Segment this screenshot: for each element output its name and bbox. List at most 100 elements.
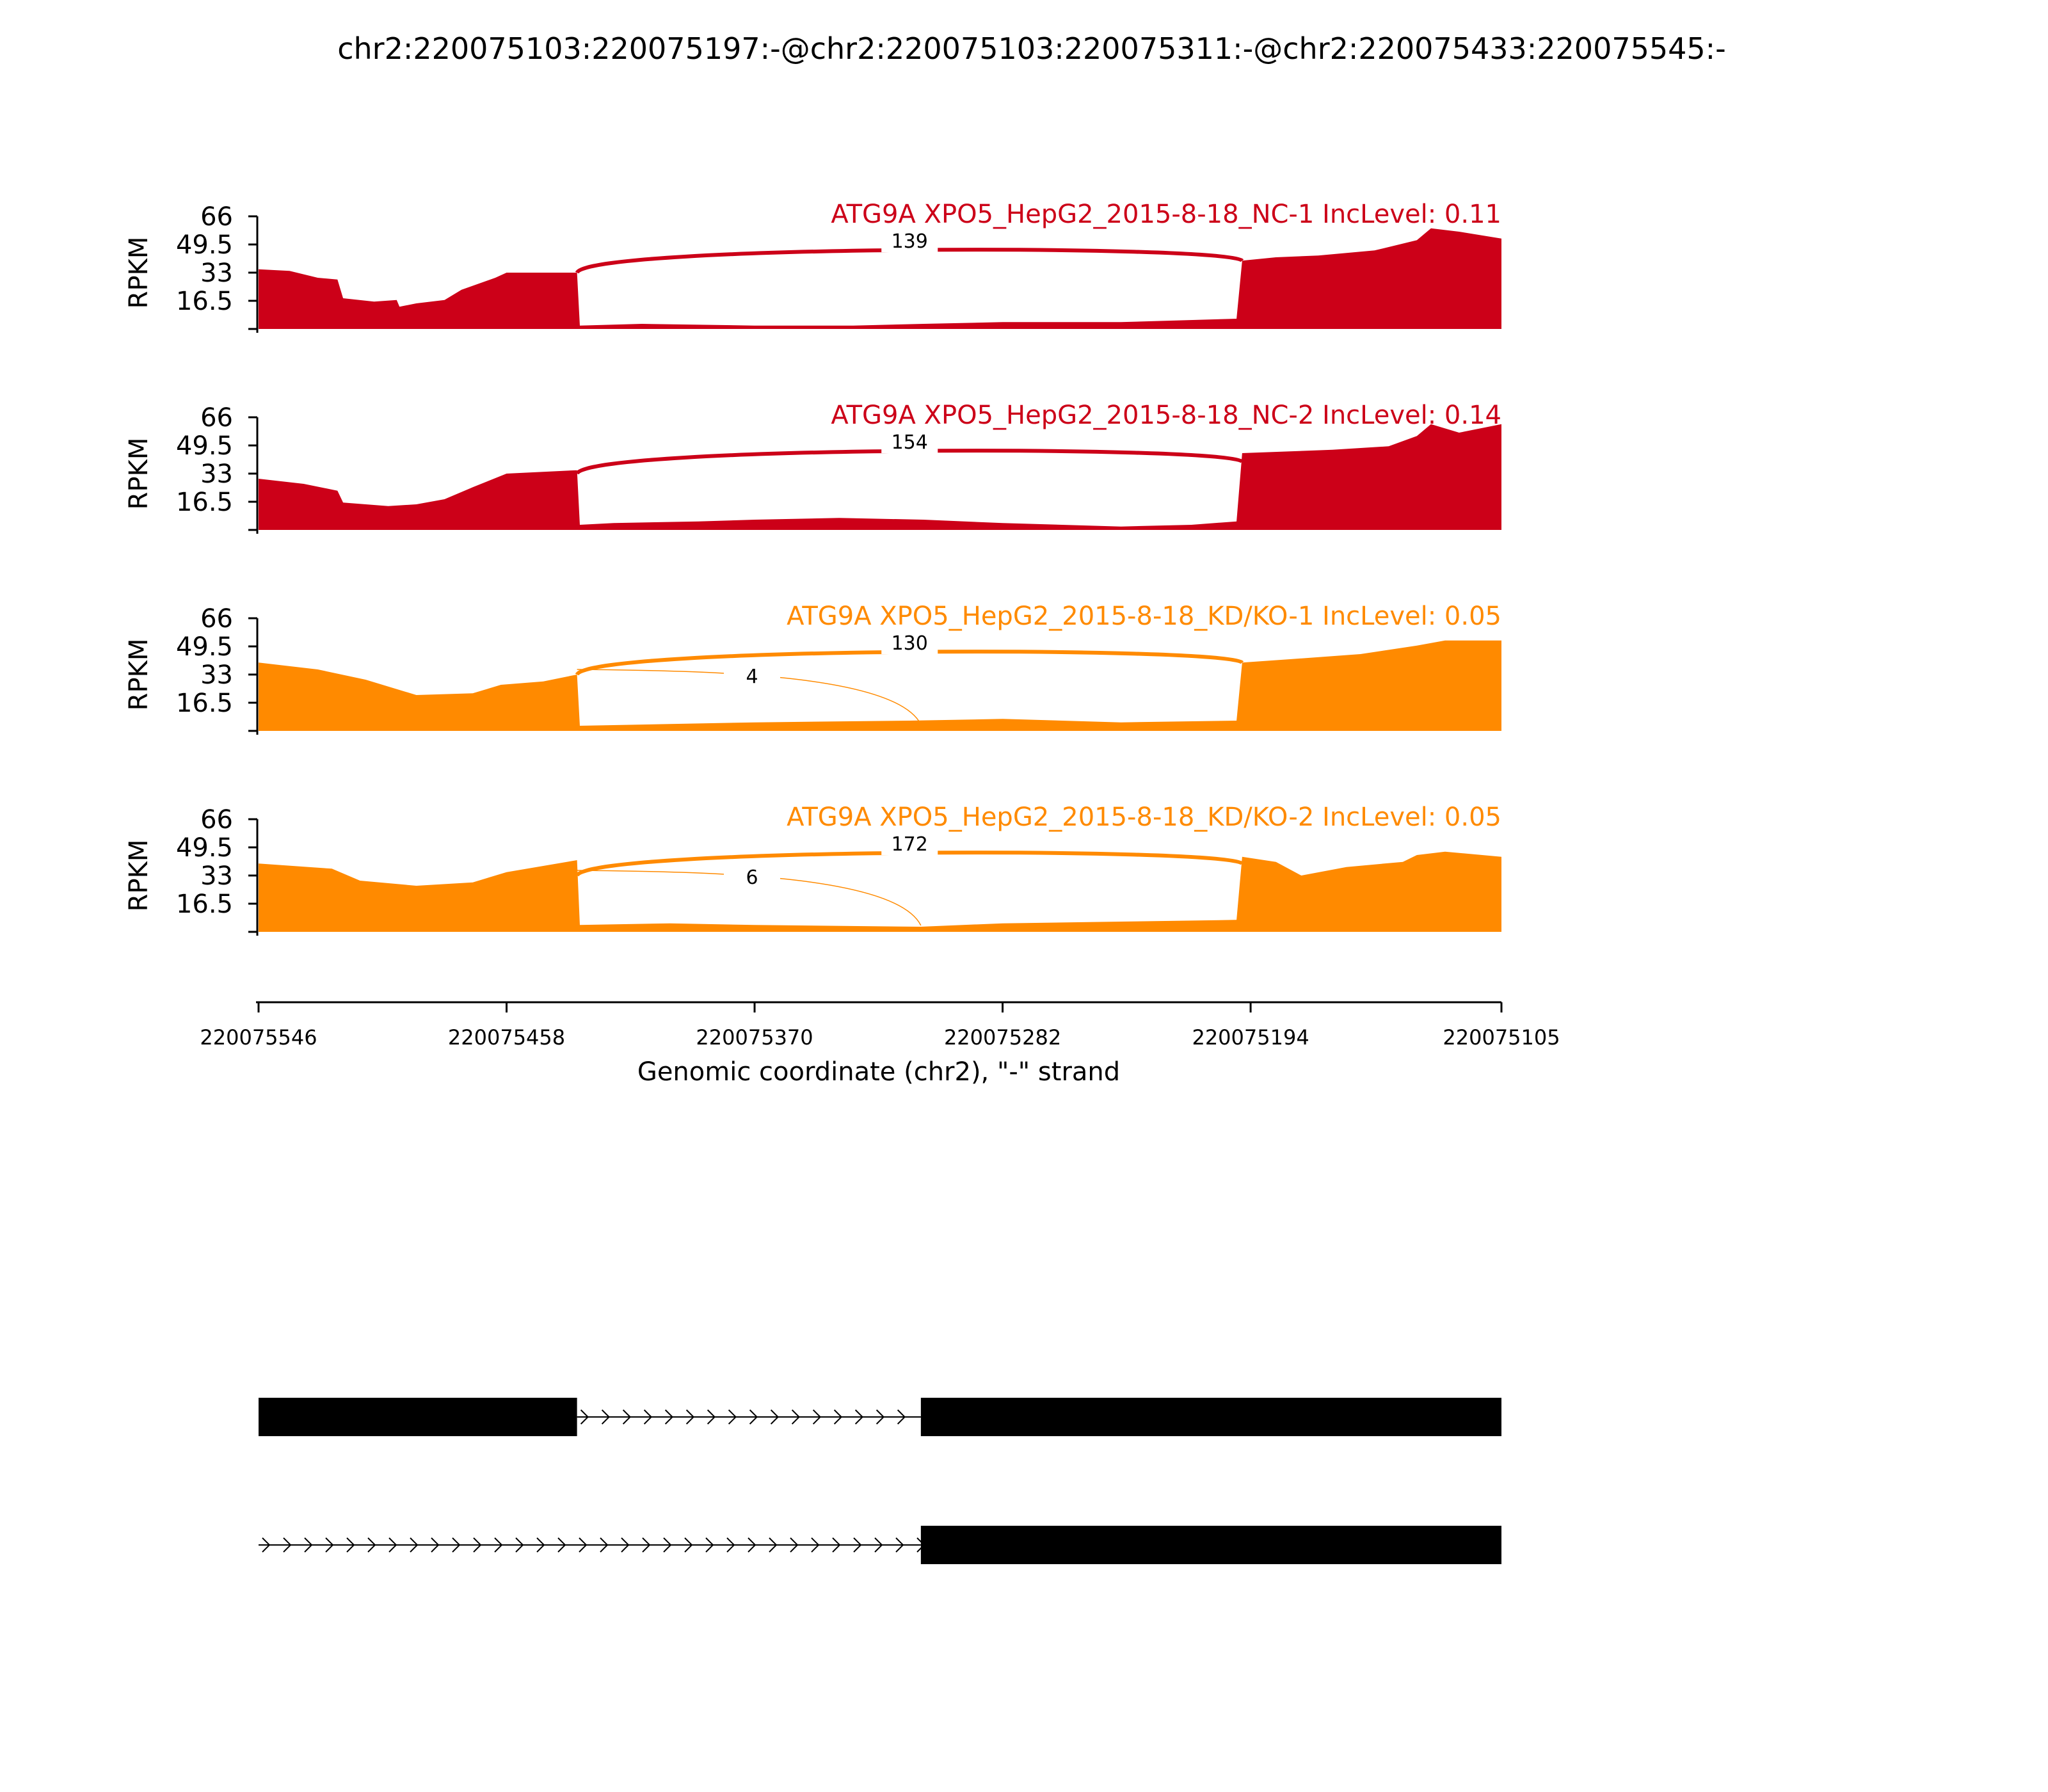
x-axis: 220075546 220075458 220075370 220075282 2200… — [200, 1001, 1560, 1087]
y-tick-label: 33 — [200, 660, 233, 690]
figure-title: chr2:220075103:220075197:-@chr2:22007510… — [337, 31, 1726, 66]
strand-arrow — [473, 1537, 482, 1553]
x-tick-label: 220075370 — [696, 1025, 813, 1050]
y-tick-label: 33 — [200, 259, 233, 288]
junction-arc — [577, 669, 922, 725]
strand-arrow — [621, 1537, 630, 1553]
junction-count: 6 — [746, 867, 758, 889]
junction-label-bg — [881, 229, 938, 252]
strand-arrow — [367, 1537, 376, 1553]
strand-arrow — [557, 1537, 566, 1553]
strand-arrow — [854, 1409, 864, 1425]
exon-block — [920, 1398, 1501, 1436]
strand-arrow — [452, 1537, 461, 1553]
strand-arrow — [811, 1537, 820, 1553]
strand-arrow — [769, 1537, 778, 1553]
strand-arrow — [579, 1537, 588, 1553]
strand-arrow — [515, 1537, 524, 1553]
exon-block — [259, 1398, 577, 1436]
junction-label-bg — [724, 865, 780, 888]
strand-arrow — [707, 1409, 716, 1425]
strand-arrow — [536, 1537, 545, 1553]
y-tick-label: 33 — [200, 460, 233, 489]
x-tick-label: 220075194 — [1192, 1025, 1309, 1050]
strand-arrow — [283, 1537, 292, 1553]
sample-label: ATG9A XPO5_HepG2_2015-8-18_KD/KO-2 IncLe… — [787, 803, 1501, 832]
strand-arrow — [791, 1409, 801, 1425]
strand-arrow — [833, 1409, 843, 1425]
x-tick-label: 220075282 — [944, 1025, 1061, 1050]
strand-arrow — [304, 1537, 313, 1553]
x-axis-ticks: 220075546 220075458 220075370 220075282 2200… — [200, 1002, 1560, 1050]
y-tick-label: 49.5 — [176, 833, 233, 863]
y-tick-label: 66 — [200, 805, 233, 835]
strand-arrow — [601, 1409, 611, 1425]
y-tick-label: 16.5 — [176, 890, 233, 919]
y-tick-label: 16.5 — [176, 287, 233, 316]
isoform-1 — [259, 1398, 1501, 1436]
junction-arc — [575, 449, 1244, 476]
coverage-area — [259, 424, 1501, 530]
coverage-area — [259, 228, 1501, 329]
strand-arrow — [895, 1537, 904, 1553]
y-axis-label: RPKM — [124, 237, 154, 309]
junction-count: 172 — [892, 833, 928, 856]
strand-arrow — [346, 1537, 355, 1553]
x-axis-label: Genomic coordinate (chr2), "-" strand — [637, 1057, 1120, 1087]
strand-arrow — [580, 1409, 589, 1425]
y-tick-label: 49.5 — [176, 431, 233, 461]
strand-arrow — [874, 1537, 883, 1553]
junction-arc — [575, 248, 1244, 275]
y-axis-label: RPKM — [124, 639, 154, 711]
strand-arrow — [431, 1537, 440, 1553]
isoform-2 — [259, 1526, 1501, 1564]
y-axis-label: RPKM — [124, 840, 154, 912]
strand-arrow — [325, 1537, 334, 1553]
y-tick-label: 66 — [200, 403, 233, 433]
strand-arrow — [705, 1537, 714, 1553]
strand-arrow — [790, 1537, 799, 1553]
junction-label-bg — [724, 664, 780, 687]
strand-arrow — [410, 1537, 419, 1553]
strand-arrow — [600, 1537, 609, 1553]
y-tick-label: 49.5 — [176, 632, 233, 662]
y-tick-label: 66 — [200, 604, 233, 634]
sample-label: ATG9A XPO5_HepG2_2015-8-18_KD/KO-1 IncLe… — [787, 602, 1501, 631]
sample-label: ATG9A XPO5_HepG2_2015-8-18_NC-1 IncLevel… — [831, 200, 1501, 229]
strand-arrow — [812, 1409, 822, 1425]
strand-arrow — [685, 1409, 695, 1425]
gene-model-track — [259, 1398, 1501, 1564]
junction-count: 154 — [892, 431, 928, 454]
strand-arrow — [749, 1409, 758, 1425]
strand-arrow — [622, 1409, 632, 1425]
strand-arrow — [728, 1409, 737, 1425]
x-tick-label: 220075546 — [200, 1025, 317, 1050]
y-tick-label: 66 — [200, 202, 233, 232]
y-tick-label: 16.5 — [176, 488, 233, 517]
junction-count: 139 — [892, 230, 928, 253]
y-tick-label: 33 — [200, 861, 233, 891]
junction-count: 130 — [892, 632, 928, 655]
strand-arrow — [770, 1409, 780, 1425]
coverage-area — [259, 640, 1501, 731]
junction-label-bg — [881, 832, 938, 855]
junction-arc — [577, 870, 922, 926]
y-tick-label: 49.5 — [176, 230, 233, 260]
strand-arrow — [262, 1537, 271, 1553]
strand-arrow — [642, 1537, 651, 1553]
strand-arrow — [832, 1537, 841, 1553]
strand-arrow — [643, 1409, 653, 1425]
strand-arrow — [853, 1537, 862, 1553]
x-tick-label: 220075458 — [448, 1025, 565, 1050]
y-axis-label: RPKM — [124, 438, 154, 510]
junction-count: 4 — [746, 666, 758, 688]
strand-arrow — [726, 1537, 735, 1553]
y-tick-label: 16.5 — [176, 689, 233, 718]
strand-arrow — [494, 1537, 503, 1553]
